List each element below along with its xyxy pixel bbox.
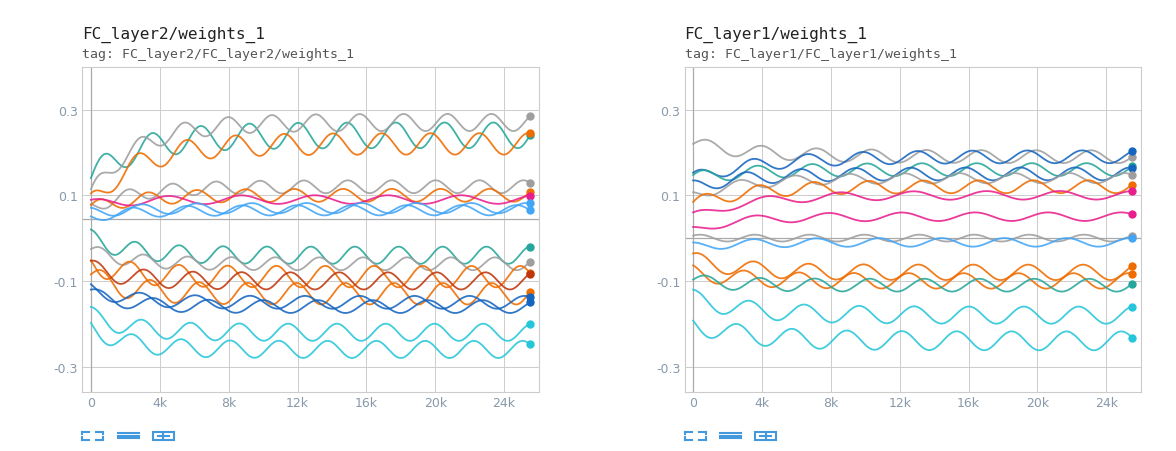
Text: FC_layer1/weights_1: FC_layer1/weights_1 (684, 27, 868, 43)
Text: tag: FC_layer2/FC_layer2/weights_1: tag: FC_layer2/FC_layer2/weights_1 (82, 48, 354, 61)
Text: FC_layer2/weights_1: FC_layer2/weights_1 (82, 27, 266, 43)
Text: tag: FC_layer1/FC_layer1/weights_1: tag: FC_layer1/FC_layer1/weights_1 (684, 48, 956, 61)
